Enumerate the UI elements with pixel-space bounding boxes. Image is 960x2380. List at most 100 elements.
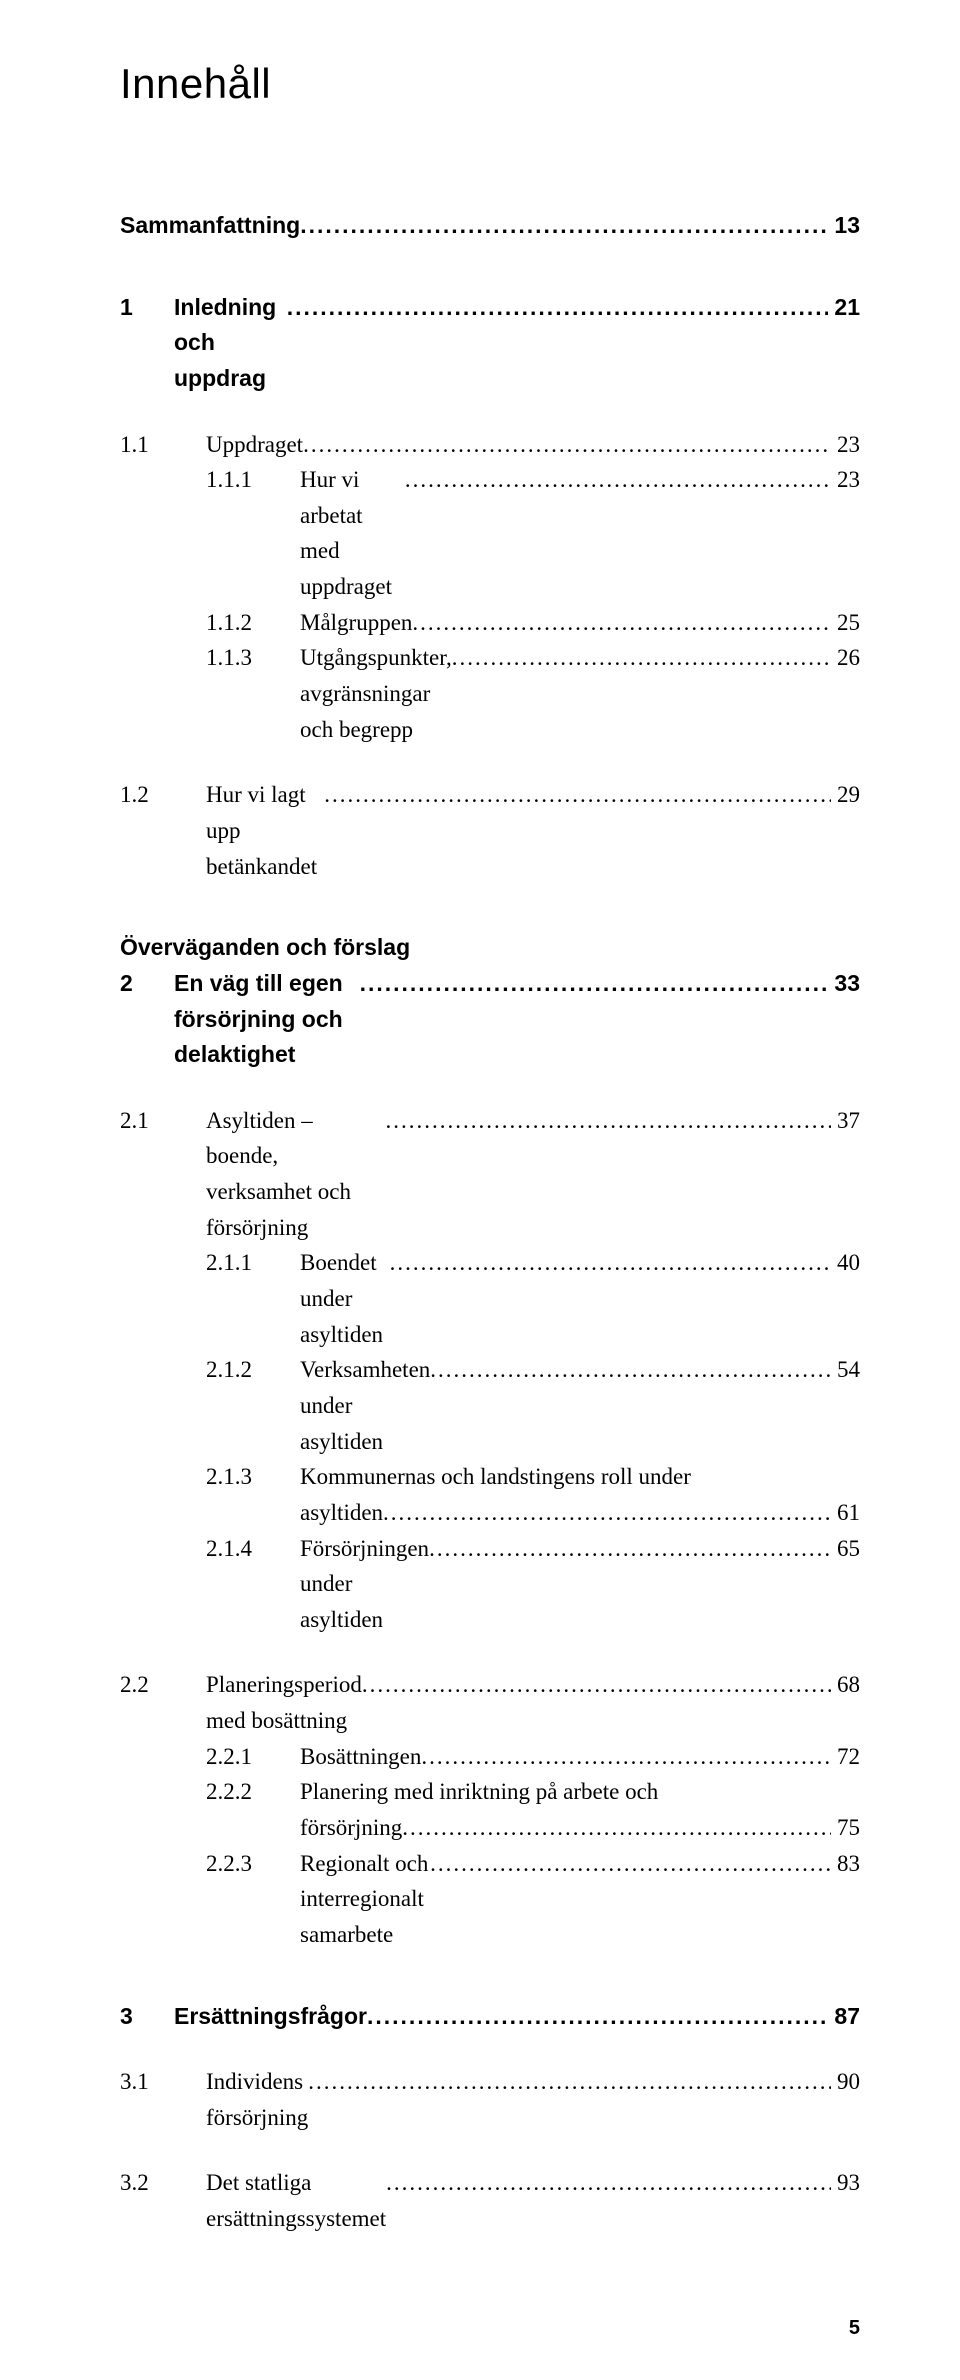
- toc-entry: 2.1.3Kommunernas och landstingens roll u…: [120, 1459, 860, 1495]
- toc-label: försörjning: [300, 1810, 402, 1846]
- toc-page: 90: [831, 2064, 860, 2100]
- toc-entry: 1.1Uppdraget 23: [120, 427, 860, 463]
- toc-page: 83: [831, 1846, 860, 1882]
- toc-entry: asyltiden 61: [120, 1495, 860, 1531]
- toc-number: 2.1: [120, 1103, 206, 1139]
- toc-leader: [324, 777, 831, 813]
- toc-number: 2.2.3: [120, 1846, 300, 1882]
- toc-entry: Sammanfattning 13: [120, 208, 860, 244]
- toc-entry: 3Ersättningsfrågor 87: [120, 1999, 860, 2035]
- toc-label: Boendet under asyltiden: [300, 1245, 390, 1352]
- toc-label: Överväganden och förslag: [120, 930, 410, 966]
- toc-label: Verksamheten under asyltiden: [300, 1352, 430, 1459]
- toc-label: Kommunernas och landstingens roll under: [300, 1459, 691, 1495]
- toc-leader: [385, 1103, 831, 1139]
- toc-leader: [300, 208, 828, 244]
- toc-number: 1.1.2: [120, 605, 300, 641]
- toc-label: Asyltiden – boende, verksamhet och försö…: [206, 1103, 385, 1246]
- toc-entry: 2.2Planeringsperiod med bosättning 68: [120, 1667, 860, 1738]
- toc-number: 3: [120, 1999, 174, 2035]
- toc-entry: 3.2Det statliga ersättningssystemet93: [120, 2165, 860, 2236]
- toc-label: Bosättningen: [300, 1739, 421, 1775]
- toc-number: 2.1.3: [120, 1459, 300, 1495]
- toc-leader: [362, 1667, 831, 1703]
- toc-page: 26: [831, 640, 860, 676]
- toc-leader: [412, 605, 831, 641]
- toc-entry: 2.2.1Bosättningen 72: [120, 1739, 860, 1775]
- toc-page: 25: [831, 605, 860, 641]
- toc-leader: [430, 1352, 831, 1388]
- toc-page: 23: [831, 427, 860, 463]
- page-number: 5: [120, 2317, 860, 2340]
- toc-label: Försörjningen under asyltiden: [300, 1531, 429, 1638]
- toc-label: Hur vi lagt upp betänkandet: [206, 777, 324, 884]
- toc-leader: [452, 640, 831, 676]
- toc-number: 2.2.1: [120, 1739, 300, 1775]
- toc-entry: 2.1.1Boendet under asyltiden 40: [120, 1245, 860, 1352]
- toc-label: Utgångspunkter, avgränsningar och begrep…: [300, 640, 452, 747]
- toc-page: 61: [831, 1495, 860, 1531]
- toc-page: 13: [828, 208, 860, 244]
- toc-entry: 3.1Individens försörjning 90: [120, 2064, 860, 2135]
- toc-leader: [287, 290, 829, 326]
- toc-entry: 2.1.2Verksamheten under asyltiden54: [120, 1352, 860, 1459]
- toc-entry: 2En väg till egen försörjning och delakt…: [120, 966, 860, 1073]
- toc-number: 2: [120, 966, 174, 1002]
- toc-label: Planering med inriktning på arbete och: [300, 1774, 658, 1810]
- toc-entry: 1.1.3Utgångspunkter, avgränsningar och b…: [120, 640, 860, 747]
- toc-entry: 1Inledning och uppdrag 21: [120, 290, 860, 397]
- toc-leader: [429, 1531, 831, 1567]
- toc-page: 72: [831, 1739, 860, 1775]
- toc-number: 1: [120, 290, 174, 326]
- toc-page: 40: [831, 1245, 860, 1281]
- toc-number: 2.2.2: [120, 1774, 300, 1810]
- toc-entry: försörjning 75: [120, 1810, 860, 1846]
- toc-label: Regionalt och interregionalt samarbete: [300, 1846, 430, 1953]
- toc-label: Planeringsperiod med bosättning: [206, 1667, 362, 1738]
- toc-entry: 2.1Asyltiden – boende, verksamhet och fö…: [120, 1103, 860, 1246]
- toc-page: 37: [831, 1103, 860, 1139]
- toc-leader: [360, 966, 829, 1002]
- toc-leader: [405, 462, 831, 498]
- toc-entry: 2.2.2Planering med inriktning på arbete …: [120, 1774, 860, 1810]
- toc-number: 2.1.1: [120, 1245, 300, 1281]
- table-of-contents: Sammanfattning131Inledning och uppdrag21…: [120, 208, 860, 2237]
- toc-number: 3.2: [120, 2165, 206, 2201]
- toc-label: Inledning och uppdrag: [174, 290, 287, 397]
- toc-leader: [430, 1846, 831, 1882]
- toc-leader: [421, 1739, 831, 1775]
- toc-leader: [402, 1810, 831, 1846]
- toc-label: Uppdraget: [206, 427, 303, 463]
- toc-number: 1.1.1: [120, 462, 300, 498]
- toc-page: 75: [831, 1810, 860, 1846]
- toc-number: 1.1: [120, 427, 206, 463]
- toc-page: 33: [828, 966, 860, 1002]
- toc-label: En väg till egen försörjning och delakti…: [174, 966, 360, 1073]
- toc-entry: 1.1.2Målgruppen25: [120, 605, 860, 641]
- toc-label: Hur vi arbetat med uppdraget: [300, 462, 405, 605]
- toc-entry: 1.2Hur vi lagt upp betänkandet29: [120, 777, 860, 884]
- toc-page: 87: [828, 1999, 860, 2035]
- toc-label: Sammanfattning: [120, 208, 300, 244]
- toc-page: 29: [831, 777, 860, 813]
- toc-page: 21: [828, 290, 860, 326]
- toc-page: 23: [831, 462, 860, 498]
- toc-page: 65: [831, 1531, 860, 1567]
- toc-leader: [308, 2064, 831, 2100]
- toc-entry: 2.2.3Regionalt och interregionalt samarb…: [120, 1846, 860, 1953]
- toc-entry: Överväganden och förslag: [120, 930, 860, 966]
- toc-label: Individens försörjning: [206, 2064, 308, 2135]
- toc-entry: 2.1.4Försörjningen under asyltiden 65: [120, 1531, 860, 1638]
- toc-number: 2.1.4: [120, 1531, 300, 1567]
- toc-label: Ersättningsfrågor: [174, 1999, 367, 2035]
- toc-number: 1.1.3: [120, 640, 300, 676]
- toc-entry: 1.1.1Hur vi arbetat med uppdraget 23: [120, 462, 860, 605]
- toc-label: asyltiden: [300, 1495, 383, 1531]
- toc-number: 3.1: [120, 2064, 206, 2100]
- toc-label: Det statliga ersättningssystemet: [206, 2165, 386, 2236]
- toc-number: 2.2: [120, 1667, 206, 1703]
- toc-leader: [367, 1999, 828, 2035]
- toc-number: 2.1.2: [120, 1352, 300, 1388]
- toc-page: 68: [831, 1667, 860, 1703]
- page-title: Innehåll: [120, 60, 860, 108]
